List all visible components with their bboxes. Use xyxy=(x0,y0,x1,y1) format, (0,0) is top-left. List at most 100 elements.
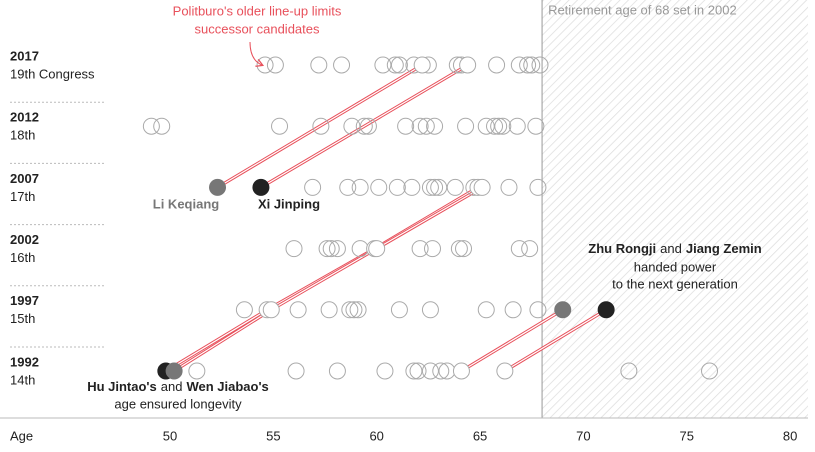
row-year: 2012 xyxy=(10,110,39,125)
person-name: Wen Jiabao's xyxy=(186,379,268,394)
x-tick-label: 60 xyxy=(369,428,383,443)
retirement-label: Retirement age of 68 set in 2002 xyxy=(548,2,737,17)
person-dot xyxy=(252,178,270,196)
member-dot xyxy=(333,56,351,74)
row-congress: 16th xyxy=(10,250,35,265)
member-dot xyxy=(370,178,388,196)
row-congress: 17th xyxy=(10,189,35,204)
row-year: 2002 xyxy=(10,232,39,247)
member-dot xyxy=(289,301,307,319)
person-dot xyxy=(165,362,183,380)
member-dot xyxy=(328,362,346,380)
annotation: successor candidates xyxy=(194,21,320,36)
x-tick-label: 70 xyxy=(576,428,590,443)
member-dot xyxy=(457,117,475,135)
member-dot xyxy=(287,362,305,380)
member-dot xyxy=(504,301,522,319)
person-dot xyxy=(459,56,477,74)
member-dot xyxy=(235,301,253,319)
member-dot xyxy=(343,117,361,135)
member-dot xyxy=(351,240,369,258)
member-dot xyxy=(310,56,328,74)
member-dot xyxy=(142,117,160,135)
row-year: 2007 xyxy=(10,171,39,186)
member-dot xyxy=(519,56,537,74)
member-dot xyxy=(477,301,495,319)
career-line-inner xyxy=(461,309,564,372)
x-tick-label: 75 xyxy=(680,428,694,443)
member-dot xyxy=(701,362,719,380)
career-line-inner xyxy=(173,186,483,372)
member-dot xyxy=(490,117,508,135)
member-dot xyxy=(510,240,528,258)
row-congress: 19th Congress xyxy=(10,66,95,81)
x-tick-label: 80 xyxy=(783,428,797,443)
row-congress: 15th xyxy=(10,311,35,326)
career-line-inner xyxy=(217,64,423,188)
member-dot xyxy=(477,117,495,135)
member-dot xyxy=(320,301,338,319)
member-dot xyxy=(421,362,439,380)
member-dot xyxy=(266,56,284,74)
member-dot xyxy=(304,178,322,196)
member-dot xyxy=(424,240,442,258)
person-dot xyxy=(554,301,572,319)
member-dot xyxy=(312,117,330,135)
member-dot xyxy=(285,240,303,258)
annotation: and xyxy=(161,379,183,394)
member-dot xyxy=(500,178,518,196)
member-dot xyxy=(529,301,547,319)
person-dot xyxy=(209,178,227,196)
person-dot xyxy=(262,301,280,319)
person-dot xyxy=(413,56,431,74)
member-dot xyxy=(318,240,336,258)
member-dot xyxy=(390,301,408,319)
annotation: and xyxy=(660,241,682,256)
row-year: 2017 xyxy=(10,48,39,63)
person-name: Jiang Zemin xyxy=(686,241,762,256)
member-dot xyxy=(188,362,206,380)
member-dot xyxy=(510,56,528,74)
member-dot xyxy=(446,178,464,196)
annotation: age ensured longevity xyxy=(114,396,242,411)
member-dot xyxy=(355,117,373,135)
member-dot xyxy=(411,240,429,258)
person-dot xyxy=(496,362,514,380)
member-dot xyxy=(409,362,427,380)
member-dot xyxy=(421,301,439,319)
row-year: 1992 xyxy=(10,354,39,369)
dot-layer xyxy=(142,56,719,380)
member-dot xyxy=(488,56,506,74)
x-tick-label: 55 xyxy=(266,428,280,443)
member-dot xyxy=(153,117,171,135)
member-dot xyxy=(397,117,415,135)
background-layer xyxy=(0,0,808,419)
member-dot xyxy=(620,362,638,380)
member-dot xyxy=(486,117,504,135)
member-dot xyxy=(523,56,541,74)
person-dot xyxy=(473,178,491,196)
member-dot xyxy=(374,56,392,74)
member-dot xyxy=(339,178,357,196)
arrow xyxy=(249,41,262,65)
member-dot xyxy=(508,117,526,135)
member-dot xyxy=(455,240,473,258)
member-dot xyxy=(521,240,539,258)
member-dot xyxy=(432,362,450,380)
member-dot xyxy=(386,56,404,74)
person-dot xyxy=(452,362,470,380)
person-name: Hu Jintao's xyxy=(87,379,157,394)
member-dot xyxy=(328,240,346,258)
member-dot xyxy=(531,56,549,74)
x-tick-label: 65 xyxy=(473,428,487,443)
member-dot xyxy=(256,56,274,74)
member-dot xyxy=(405,362,423,380)
person-name: Zhu Rongji xyxy=(588,241,656,256)
member-dot xyxy=(351,178,369,196)
member-dot xyxy=(359,117,377,135)
member-dot xyxy=(421,178,439,196)
member-dot xyxy=(322,240,340,258)
x-tick-label: 50 xyxy=(163,428,177,443)
